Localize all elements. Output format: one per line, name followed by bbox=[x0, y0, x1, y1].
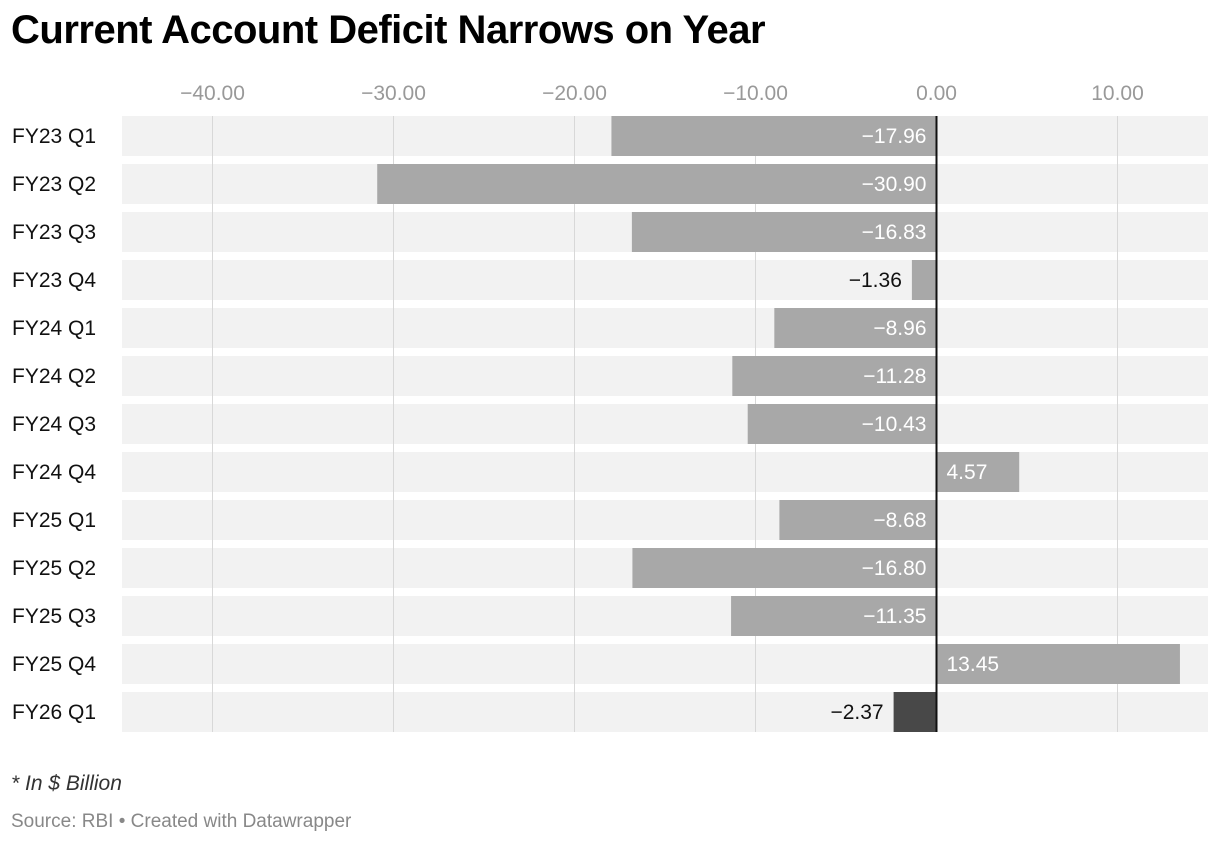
category-label: FY24 Q3 bbox=[12, 413, 96, 436]
category-label: FY25 Q2 bbox=[12, 557, 96, 580]
category-label: FY23 Q3 bbox=[12, 221, 96, 244]
x-tick-label: −30.00 bbox=[361, 82, 426, 105]
bar bbox=[893, 692, 937, 732]
value-label: −8.96 bbox=[873, 317, 926, 340]
category-label: FY24 Q2 bbox=[12, 365, 96, 388]
row-band bbox=[122, 452, 1208, 492]
unit-note: * In $ Billion bbox=[11, 772, 122, 795]
bar bbox=[747, 404, 937, 444]
bar bbox=[774, 308, 937, 348]
x-tick-label: −10.00 bbox=[723, 82, 788, 105]
bar bbox=[632, 548, 937, 588]
row-band bbox=[122, 404, 1208, 444]
bar-chart: −40.00 −30.00 −20.00 −10.00 0.00 10.00 FY23 Q1… bbox=[12, 82, 1208, 732]
x-tick-label: −40.00 bbox=[180, 82, 245, 105]
bar bbox=[779, 500, 937, 540]
value-label: 4.57 bbox=[947, 461, 988, 484]
x-tick-label: 0.00 bbox=[916, 82, 957, 105]
bar bbox=[732, 356, 937, 396]
row-band bbox=[122, 356, 1208, 396]
bar bbox=[936, 644, 1180, 684]
value-label: 13.45 bbox=[947, 653, 1000, 676]
row-band bbox=[122, 596, 1208, 636]
x-tick-label: 10.00 bbox=[1091, 82, 1144, 105]
value-label: −2.37 bbox=[830, 701, 883, 724]
value-label: −1.36 bbox=[849, 269, 902, 292]
category-label: FY24 Q1 bbox=[12, 317, 96, 340]
row-band bbox=[122, 500, 1208, 540]
category-label: FY25 Q1 bbox=[12, 509, 96, 532]
category-label: FY25 Q3 bbox=[12, 605, 96, 628]
value-label: −10.43 bbox=[862, 413, 927, 436]
bar bbox=[731, 596, 937, 636]
bar bbox=[631, 212, 937, 252]
source-credit: Source: RBI • Created with Datawrapper bbox=[11, 811, 352, 832]
row-band bbox=[122, 692, 1208, 732]
x-tick-label: −20.00 bbox=[542, 82, 607, 105]
value-label: −30.90 bbox=[862, 173, 927, 196]
category-label: FY26 Q1 bbox=[12, 701, 96, 724]
value-label: −11.35 bbox=[863, 605, 926, 628]
row-band bbox=[122, 260, 1208, 300]
value-label: −16.83 bbox=[862, 221, 927, 244]
chart-title: Current Account Deficit Narrows on Year bbox=[11, 8, 766, 52]
bar bbox=[911, 260, 937, 300]
value-label: −17.96 bbox=[862, 125, 927, 148]
bar bbox=[611, 116, 937, 156]
value-label: −16.80 bbox=[862, 557, 927, 580]
category-label: FY25 Q4 bbox=[12, 653, 96, 676]
value-label: −8.68 bbox=[873, 509, 926, 532]
category-label: FY23 Q2 bbox=[12, 173, 96, 196]
bar bbox=[377, 164, 937, 204]
category-label: FY24 Q4 bbox=[12, 461, 96, 484]
row-band bbox=[122, 308, 1208, 348]
bar bbox=[936, 452, 1020, 492]
category-label: FY23 Q4 bbox=[12, 269, 96, 292]
category-label: FY23 Q1 bbox=[12, 125, 96, 148]
value-label: −11.28 bbox=[863, 365, 926, 388]
